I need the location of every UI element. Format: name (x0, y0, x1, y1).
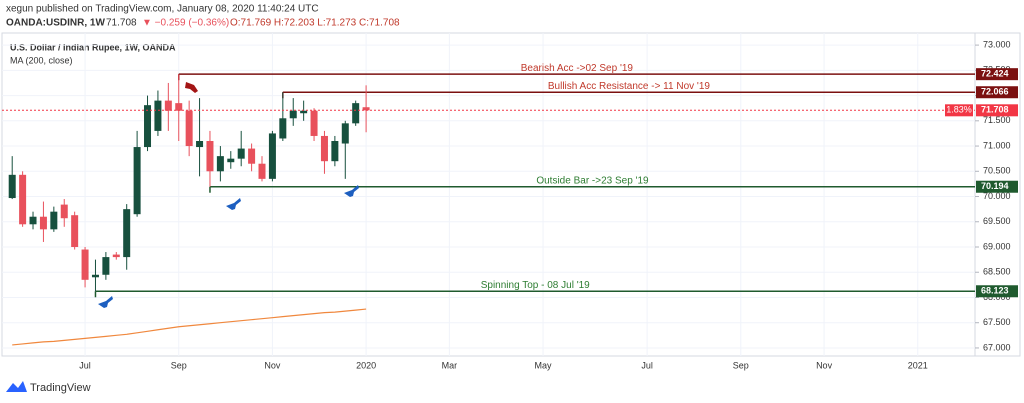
frame (1, 32, 1021, 357)
candle-body (112, 254, 120, 258)
candle-body (362, 107, 370, 111)
level-label: Bearish Acc ->02 Sep '19 (521, 63, 634, 74)
change-label: 1.83% (946, 105, 972, 115)
level-label: Outside Bar ->23 Sep '19 (536, 175, 649, 186)
y-tick-label: 71.000 (983, 140, 1011, 150)
candle-body (196, 141, 204, 148)
y-tick-label: 68.500 (983, 267, 1011, 277)
candle-body (91, 274, 99, 278)
level-value: 72.066 (981, 87, 1009, 97)
brand: TradingView (30, 382, 91, 394)
candle-body (164, 100, 172, 111)
y-tick-label: 73.000 (983, 39, 1011, 49)
candle-body (341, 123, 349, 144)
candle-body (206, 141, 214, 172)
candle-body (352, 103, 360, 124)
chart-title: U.S. Dollar / Indian Rupee, 1W, OANDA (10, 42, 176, 52)
x-tick-label: Jul (79, 360, 91, 370)
change-box (945, 104, 973, 117)
x-tick-label: Nov (816, 360, 833, 370)
y-tick-label: 70.500 (983, 166, 1011, 176)
last-price-label: 71.708 (981, 105, 1009, 115)
candle-body (268, 133, 276, 179)
y-tick-label: 67.000 (983, 342, 1011, 352)
level-value-box (976, 86, 1018, 99)
candle-body (102, 257, 110, 275)
level-label: Bullish Acc Resistance -> 11 Nov '19 (548, 81, 711, 92)
candle-body (154, 100, 162, 131)
candle-body (216, 156, 224, 172)
level-value: 68.123 (981, 286, 1009, 296)
candle-body (258, 163, 266, 179)
candle-body (29, 216, 37, 225)
x-tick-label: Sep (171, 360, 187, 370)
icon (98, 296, 113, 308)
candle-body (8, 174, 16, 199)
x-tick-label: 2020 (356, 360, 376, 370)
published-line: xegun published on TradingView.com, Janu… (6, 4, 319, 15)
x-tick-label: Jul (641, 360, 653, 370)
candle-body (81, 249, 89, 280)
level-value: 70.194 (981, 181, 1009, 191)
level-value-box (976, 285, 1018, 298)
level-value: 72.424 (981, 69, 1009, 79)
candle-body (248, 148, 256, 164)
indicator-label: MA (200, close) (10, 55, 73, 65)
icon (185, 82, 198, 93)
candle-body (133, 147, 141, 215)
candle-body (60, 204, 68, 219)
candle-body (50, 211, 58, 230)
y-tick-label: 69.500 (983, 216, 1011, 226)
ohlc: O:71.769 H:72.203 L:71.273 C:71.708 (230, 18, 400, 29)
candle-body (310, 110, 318, 136)
y-tick-label: 71.500 (983, 115, 1011, 125)
x-tick-label: Mar (442, 360, 458, 370)
candle-body (19, 174, 27, 225)
candle-body (320, 135, 328, 162)
candle-body (175, 103, 183, 111)
candle-body (185, 110, 193, 147)
signal-icons (98, 82, 359, 308)
level-label: Spinning Top - 08 Jul '19 (481, 280, 590, 291)
last-price: 71.708 (106, 18, 137, 29)
icon (344, 185, 359, 197)
x-tick-label: Nov (264, 360, 281, 370)
ma-line (12, 308, 367, 346)
y-tick-label: 70.000 (983, 191, 1011, 201)
y-tick-label: 69.000 (983, 241, 1011, 251)
candle-body (279, 118, 287, 139)
candle-body (71, 215, 79, 247)
level-value-box (976, 68, 1018, 81)
x-tick-label: May (535, 360, 553, 370)
logo-mark (6, 381, 27, 392)
candle-body (39, 216, 47, 230)
icon (226, 198, 241, 210)
symbol: OANDA:USDINR, 1W (6, 18, 105, 29)
last-price-box (976, 104, 1018, 117)
x-tick-label: 2021 (908, 360, 928, 370)
level-value-box (976, 180, 1018, 193)
candle-body (227, 158, 235, 163)
candle-body (237, 148, 245, 159)
candle-body (331, 141, 339, 162)
candle-body (300, 110, 308, 114)
y-tick-label: 67.500 (983, 317, 1011, 327)
x-tick-label: Sep (733, 360, 749, 370)
logo: TradingView (6, 381, 91, 394)
candle-body (144, 105, 152, 148)
candle-body (289, 110, 297, 119)
candle-body (123, 209, 131, 258)
change: ▼ −0.259 (−0.36%) (142, 18, 229, 29)
